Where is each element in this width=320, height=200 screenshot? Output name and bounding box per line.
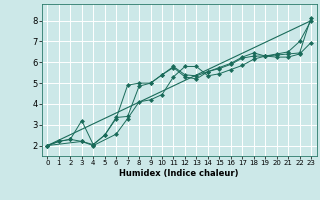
X-axis label: Humidex (Indice chaleur): Humidex (Indice chaleur) — [119, 169, 239, 178]
